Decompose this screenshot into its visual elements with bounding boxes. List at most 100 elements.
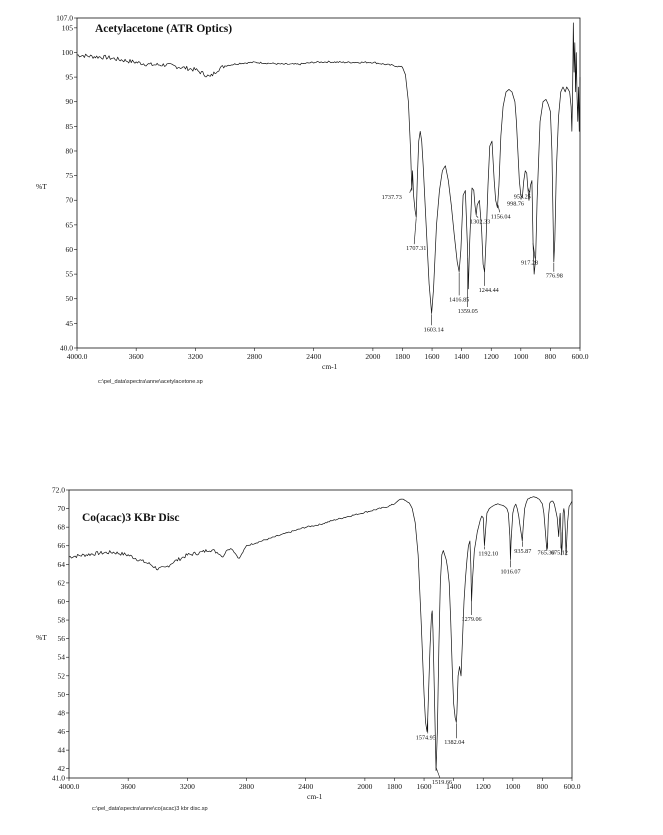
peak-leader-line bbox=[409, 187, 412, 193]
x-tick-label: 1800 bbox=[395, 352, 410, 361]
x-tick-label: 1400 bbox=[446, 782, 461, 791]
peak-label: 1382.04 bbox=[444, 739, 464, 746]
peak-label: 953.25 bbox=[514, 194, 531, 201]
y-tick-label: 50 bbox=[66, 294, 74, 303]
file-path-label: c:\pel_data\spectra\anne\acetylacetone.s… bbox=[98, 379, 203, 385]
y-tick-label: 54 bbox=[58, 653, 66, 662]
y-tick-label: 62 bbox=[58, 578, 66, 587]
peak-label: 1279.06 bbox=[462, 616, 482, 623]
x-tick-label: 3600 bbox=[121, 782, 136, 791]
y-axis-label: %T bbox=[36, 633, 47, 642]
peak-label: 776.98 bbox=[546, 273, 563, 280]
y-tick-label: 40.0 bbox=[60, 344, 73, 353]
x-tick-label: 1200 bbox=[476, 782, 491, 791]
plot-frame bbox=[68, 489, 573, 779]
y-tick-label: 105 bbox=[62, 23, 74, 32]
y-tick-label: 60 bbox=[58, 597, 66, 606]
y-tick-label: 48 bbox=[58, 708, 66, 717]
x-tick-label: 3600 bbox=[129, 352, 144, 361]
peak-label: 998.76 bbox=[507, 201, 524, 208]
peak-label: 1574.95 bbox=[416, 734, 436, 741]
peak-label: 1156.04 bbox=[491, 213, 511, 220]
x-tick-label: 1600 bbox=[417, 782, 432, 791]
x-tick-label: 3200 bbox=[180, 782, 195, 791]
peak-label: 1603.14 bbox=[424, 326, 444, 333]
x-tick-label: 2400 bbox=[298, 782, 313, 791]
y-tick-label: 66 bbox=[58, 541, 66, 550]
y-tick-label: 65 bbox=[66, 220, 74, 229]
peak-label: 1416.85 bbox=[449, 296, 469, 303]
peak-label: 675.12 bbox=[551, 549, 568, 556]
y-tick-label: 52 bbox=[58, 671, 66, 680]
y-tick-label: 107.0 bbox=[56, 14, 73, 23]
peak-label: 1244.44 bbox=[479, 287, 499, 294]
spectrum-line bbox=[76, 22, 581, 314]
x-axis-label: cm-1 bbox=[307, 792, 323, 801]
x-tick-label: 1000 bbox=[505, 782, 520, 791]
peak-leader-line bbox=[475, 215, 479, 218]
y-tick-label: 55 bbox=[66, 270, 74, 279]
peak-label: 1519.66 bbox=[432, 779, 452, 786]
y-tick-label: 100 bbox=[62, 48, 74, 57]
x-tick-label: 1000 bbox=[513, 352, 528, 361]
y-tick-label: 95 bbox=[66, 73, 74, 82]
y-tick-label: 58 bbox=[58, 616, 66, 625]
x-tick-label: 600.0 bbox=[572, 352, 589, 361]
y-tick-label: 46 bbox=[58, 727, 66, 736]
y-tick-label: 80 bbox=[66, 146, 74, 155]
x-tick-label: 1600 bbox=[425, 352, 440, 361]
peak-label: 917.28 bbox=[521, 259, 538, 266]
x-tick-label: 4000.0 bbox=[59, 782, 80, 791]
y-tick-label: 41.0 bbox=[52, 774, 65, 783]
peak-label: 1707.31 bbox=[406, 245, 426, 252]
x-tick-label: 800 bbox=[537, 782, 549, 791]
peak-label: 1737.73 bbox=[382, 194, 402, 201]
spectrum-line bbox=[68, 496, 573, 771]
y-tick-label: 50 bbox=[58, 690, 66, 699]
acetylacetone-spectrum-chart: Acetylacetone (ATR Optics) %T cm-1 c:\pe… bbox=[36, 14, 589, 386]
y-tick-label: 70 bbox=[66, 196, 74, 205]
chart-title: Acetylacetone (ATR Optics) bbox=[95, 23, 232, 35]
y-tick-label: 90 bbox=[66, 97, 74, 106]
peak-label: 935.87 bbox=[514, 548, 531, 555]
x-tick-label: 2400 bbox=[306, 352, 321, 361]
x-tick-label: 1200 bbox=[484, 352, 499, 361]
y-tick-label: 56 bbox=[58, 634, 66, 643]
y-tick-label: 64 bbox=[58, 560, 66, 569]
x-axis-label: cm-1 bbox=[322, 362, 338, 371]
x-tick-label: 1400 bbox=[454, 352, 469, 361]
peak-label: 1016.07 bbox=[500, 568, 520, 575]
x-tick-label: 600.0 bbox=[564, 782, 581, 791]
plot-frame bbox=[76, 17, 581, 349]
y-tick-label: 45 bbox=[66, 319, 74, 328]
y-tick-label: 42 bbox=[58, 764, 66, 773]
x-tick-label: 4000.0 bbox=[67, 352, 88, 361]
y-tick-label: 60 bbox=[66, 245, 74, 254]
peak-leader-line bbox=[532, 243, 536, 259]
peak-leader-line bbox=[527, 187, 531, 193]
peak-label: 1192.10 bbox=[478, 550, 498, 557]
y-tick-label: 72.0 bbox=[52, 486, 65, 495]
x-tick-label: 800 bbox=[545, 352, 557, 361]
x-tick-label: 2000 bbox=[357, 782, 372, 791]
peak-label: 1359.05 bbox=[458, 308, 478, 315]
y-tick-label: 75 bbox=[66, 171, 74, 180]
peak-leader-line bbox=[435, 766, 441, 779]
chart-title: Co(acac)3 KBr Disc bbox=[82, 512, 180, 524]
x-tick-label: 2000 bbox=[365, 352, 380, 361]
file-path-label: c:\pel_data\spectra\anne\co(acac)3 kbr d… bbox=[92, 806, 208, 812]
y-axis-label: %T bbox=[36, 182, 47, 191]
y-tick-label: 68 bbox=[58, 523, 66, 532]
peak-leader-line bbox=[497, 204, 501, 213]
y-tick-label: 70 bbox=[58, 504, 66, 513]
co-acac3-spectrum-chart: Co(acac)3 KBr Disc %T cm-1 c:\pel_data\s… bbox=[36, 486, 581, 813]
x-tick-label: 2800 bbox=[239, 782, 254, 791]
y-tick-label: 85 bbox=[66, 122, 74, 131]
x-tick-label: 1800 bbox=[387, 782, 402, 791]
peak-label: 765.30 bbox=[538, 550, 555, 557]
y-tick-label: 44 bbox=[58, 746, 66, 755]
peak-leader-line bbox=[413, 218, 417, 245]
x-tick-label: 3200 bbox=[188, 352, 203, 361]
peak-label: 1302.33 bbox=[470, 219, 490, 226]
